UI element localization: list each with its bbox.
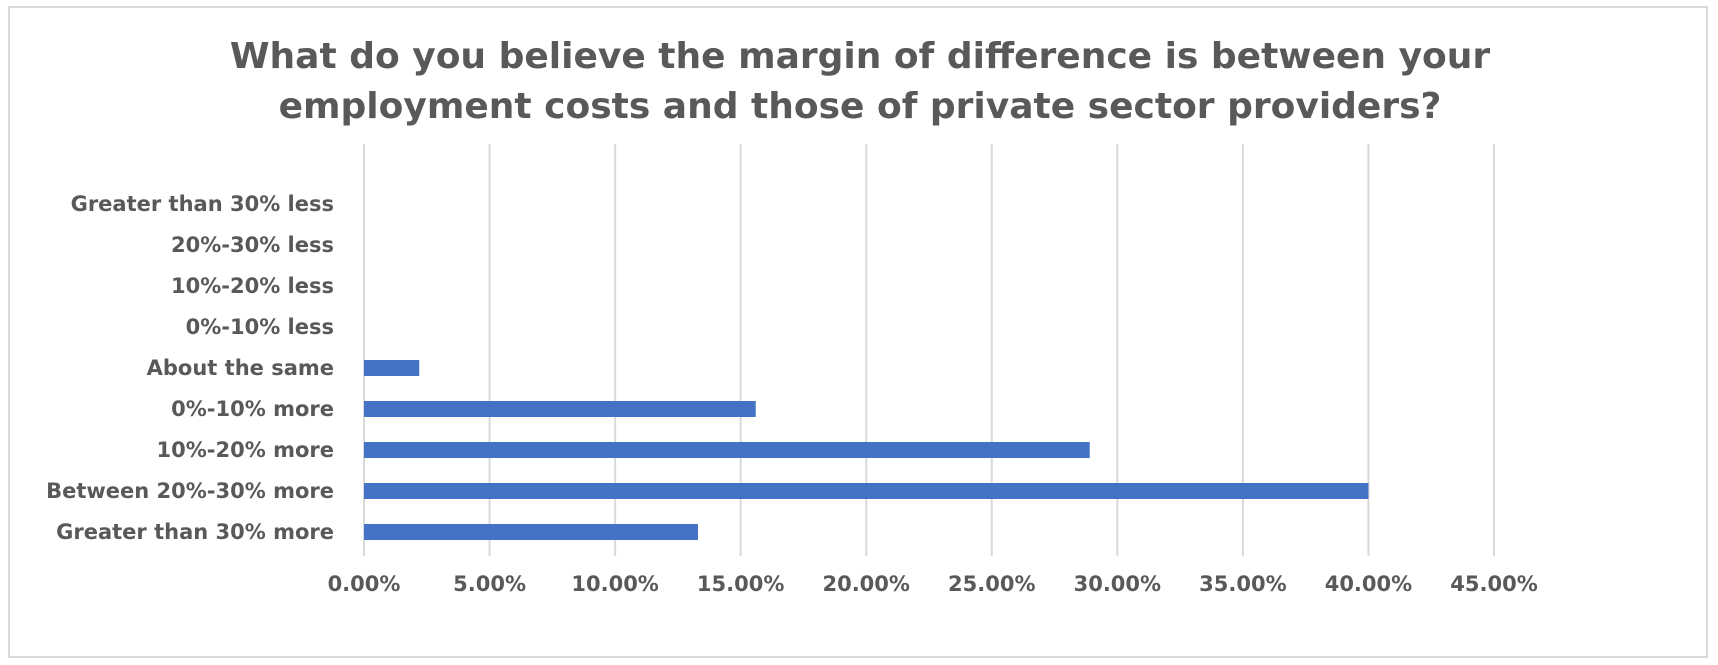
category-label: 10%-20% less <box>171 274 334 298</box>
bar <box>364 483 1369 499</box>
bar <box>364 442 1090 458</box>
chart-title: What do you believe the margin of differ… <box>229 36 1491 127</box>
bar <box>364 360 420 376</box>
bar-chart-plot: Greater than 30% less 20%-30% less 10%-20%… <box>46 144 1538 596</box>
chart-frame: What do you believe the margin of differ… <box>8 6 1708 658</box>
category-label: 0%-10% more <box>171 397 334 421</box>
x-tick-label: 0.00% <box>328 572 401 596</box>
x-tick-label: 45.00% <box>1450 572 1537 596</box>
category-label: Greater than 30% less <box>71 192 334 216</box>
bar <box>364 401 756 417</box>
category-labels: Greater than 30% less 20%-30% less 10%-20%… <box>46 192 334 544</box>
category-label: Greater than 30% more <box>56 520 334 544</box>
x-tick-label: 40.00% <box>1325 572 1412 596</box>
x-tick-label: 25.00% <box>948 572 1035 596</box>
x-tick-label: 20.00% <box>822 572 909 596</box>
bar <box>364 524 698 540</box>
category-label: 10%-20% more <box>157 438 334 462</box>
category-label: 20%-30% less <box>171 233 334 257</box>
x-tick-label: 30.00% <box>1074 572 1161 596</box>
category-label: 0%-10% less <box>186 315 334 339</box>
x-axis-tick-labels: 0.00% 5.00% 10.00% 15.00% 20.00% 25.00% 30.00%… <box>328 572 1538 596</box>
x-tick-label: 35.00% <box>1199 572 1286 596</box>
x-tick-label: 15.00% <box>697 572 784 596</box>
bars <box>364 360 1369 540</box>
category-label: Between 20%-30% more <box>46 479 334 503</box>
x-tick-label: 10.00% <box>571 572 658 596</box>
x-tick-label: 5.00% <box>453 572 526 596</box>
category-label: About the same <box>147 356 334 380</box>
